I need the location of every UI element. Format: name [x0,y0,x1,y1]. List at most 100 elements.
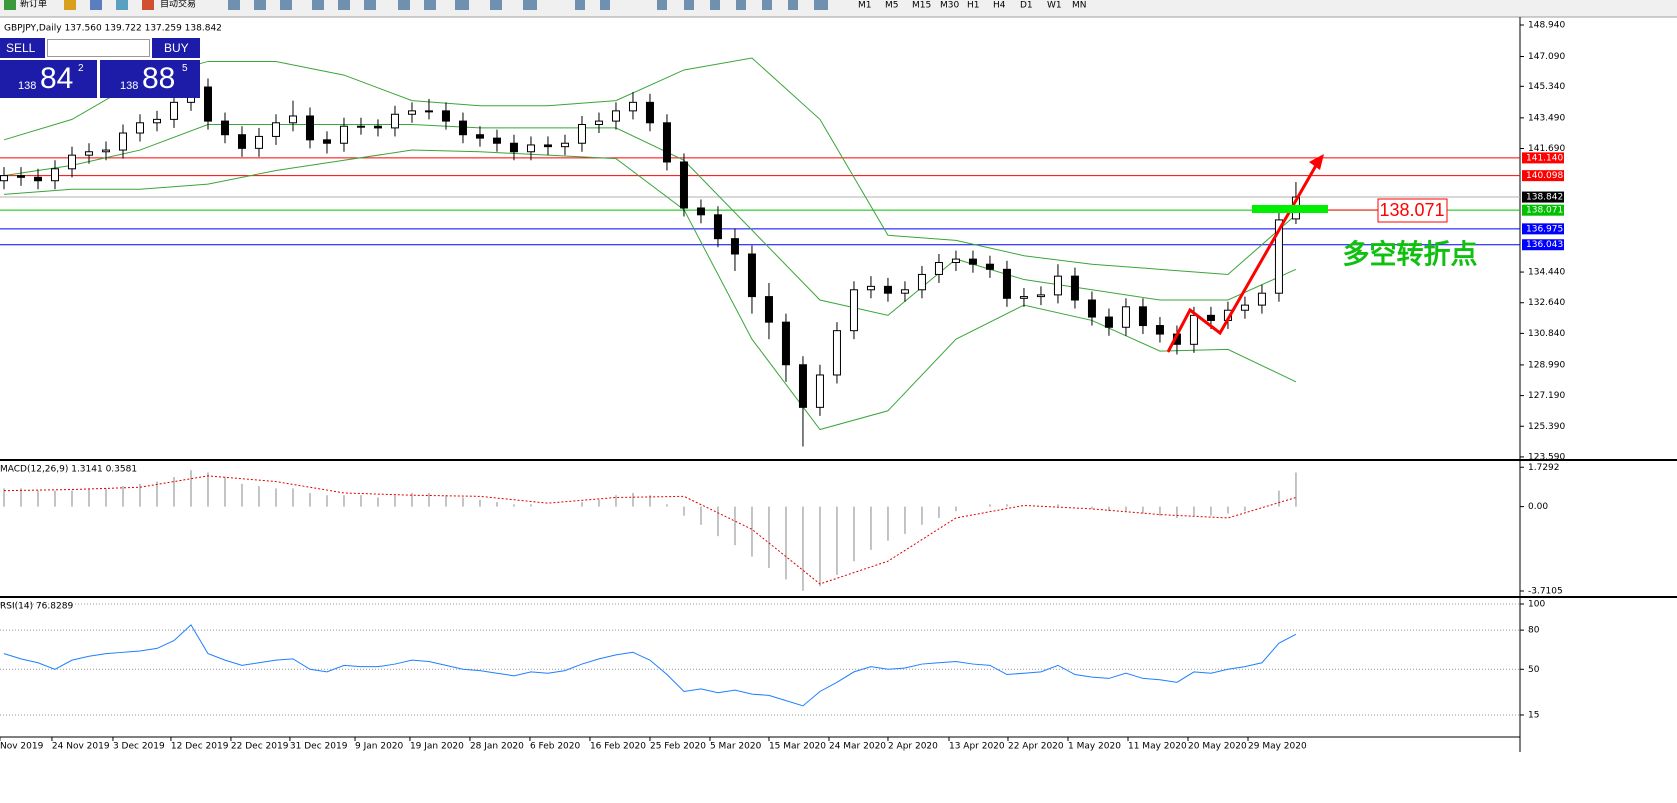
marks: 148.940 147.090 145.340 143.490 141.690 134.4… [0,20,1565,752]
candle-body [1036,294,1045,298]
candle-body [764,296,773,323]
icon[interactable] [64,0,76,10]
icon[interactable] [116,0,128,10]
y-tick-label: 80 [1528,626,1540,636]
candle-body [424,110,433,113]
candle-body [322,139,331,144]
level-tag-label: 141.140 [1526,153,1563,163]
y-tick-label: 147.090 [1528,52,1565,62]
candle-body [271,122,280,137]
candle-body [543,144,552,148]
candle-body [781,321,790,366]
candle-body [67,154,76,170]
x-tick-label: 11 May 2020 [1128,742,1187,752]
level-tag [1522,204,1564,216]
candle-body [118,132,127,151]
timeframe[interactable]: M1 [858,1,872,11]
timeframe[interactable]: MN [1072,1,1087,11]
toolbar [0,0,1677,17]
band-upper [3,57,1297,275]
candle-body [84,151,93,156]
candle-body [1002,268,1011,299]
price-main: 88 [142,62,176,95]
timeframe[interactable]: H1 [967,1,980,11]
x-tick-label: 6 Feb 2020 [530,742,581,752]
timeframe[interactable]: H4 [993,1,1006,11]
trade-panel: SELL 1.00 BUY 138 84 2 138 88 5 [0,38,200,98]
y-tick-label: 143.490 [1528,113,1565,123]
candle-body [594,120,603,125]
candle-body [985,263,994,270]
new-order[interactable]: 新订单 [20,0,47,10]
timeframes: M1 M5 M15 M30 H1 H4 D1 W1 MN [858,1,1087,11]
candle-body [1274,219,1283,294]
level-tag [1522,152,1564,164]
candle-body [356,125,365,128]
candle-body [33,176,42,182]
candle-body [662,122,671,163]
y-tick-label: 141.690 [1528,144,1565,154]
level-tag-label: 136.975 [1526,224,1563,234]
icon[interactable] [90,0,102,10]
y-tick-label: 125.390 [1528,422,1565,432]
candle-body [509,142,518,153]
y-tick-label: 0.00 [1528,502,1548,512]
candle-body [101,149,110,153]
auto-trade[interactable]: 自动交易 [160,0,196,10]
y-tick-label: 15 [1528,710,1539,720]
timeframe[interactable]: M5 [885,1,899,11]
x-tick-label: 24 Mar 2020 [829,742,886,752]
candle-body [934,262,943,275]
candle-body [883,285,892,294]
x-tick-label: 1 May 2020 [1068,742,1121,752]
candle-body [1240,304,1249,311]
candle-body [917,273,926,291]
candle-body [458,120,467,136]
candle-body [1104,316,1113,328]
price-sup: 2 [78,63,84,74]
timeframe[interactable]: M15 [912,1,931,11]
candle-body [1019,296,1028,299]
candle-body [1257,292,1266,306]
new-order-icon[interactable] [4,0,16,10]
auto-trade-icon[interactable] [142,0,154,10]
candle-body [645,101,654,124]
x-tick-label: 13 Apr 2020 [949,742,1005,752]
candle-body [16,175,25,178]
x-tick-label: 28 Jan 2020 [470,742,524,752]
candle-body [1206,314,1215,321]
candle-body [526,144,535,153]
level-tag-label: 138.842 [1526,193,1563,203]
candle-body [696,207,705,216]
candle-body [407,110,416,115]
timeframe[interactable]: M30 [940,1,959,11]
candle-body [951,258,960,264]
sell-price[interactable]: 138 84 2 [0,60,97,98]
lot-input[interactable]: 1.00 [47,39,150,57]
level-tag [1522,191,1564,203]
timeframe[interactable]: D1 [1020,1,1033,11]
x-tick-label: 25 Feb 2020 [650,742,706,752]
candle-body [577,123,586,144]
buy-button[interactable]: BUY [152,38,200,58]
rsi-title: RSI(14) 76.8289 [0,602,73,612]
level-tag [1522,239,1564,251]
candle-body [798,364,807,408]
candle-body [254,135,263,149]
sell-button[interactable]: SELL [0,38,45,58]
y-tick-label: 134.440 [1528,268,1565,278]
candle-body [560,142,569,148]
annotation: 多空转折点 [1343,239,1478,271]
x-tick-label: 5 Mar 2020 [710,742,762,752]
candle-body [237,134,246,149]
x-tick-label: 16 Feb 2020 [590,742,646,752]
timeframe[interactable]: W1 [1047,1,1062,11]
y-tick-label: 145.340 [1528,82,1565,92]
level-tag [1522,170,1564,182]
candle-body [1138,306,1147,327]
candle-body [679,161,688,209]
level-tag-label: 140.098 [1526,171,1563,181]
levels [0,157,1520,716]
trend-arrow [1166,161,1320,353]
buy-price[interactable]: 138 88 5 [100,60,200,98]
